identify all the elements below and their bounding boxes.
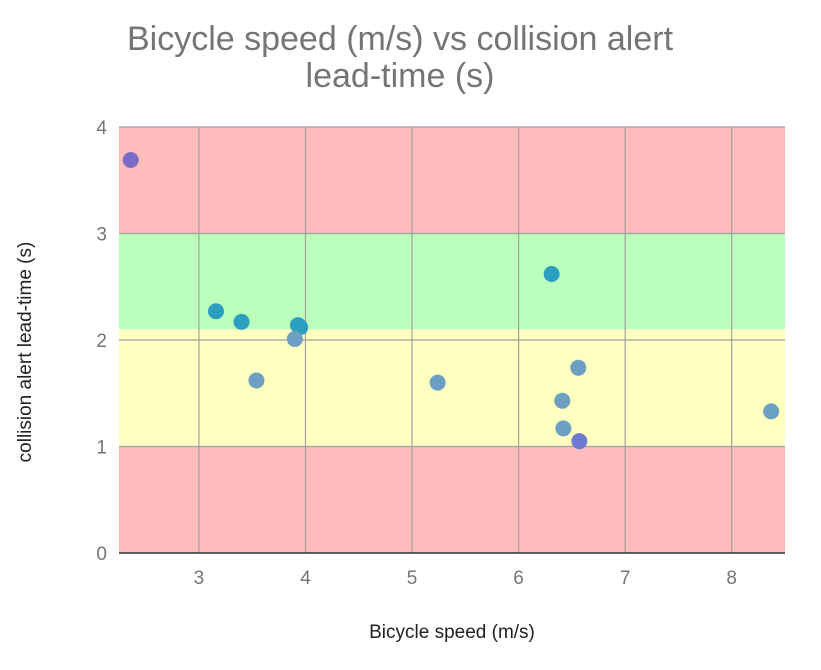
data-point-12 [571, 433, 588, 450]
data-point-7 [429, 374, 446, 391]
y-tick-label-2: 2 [96, 331, 107, 352]
background-bands [119, 127, 785, 553]
x-tick-label-5: 5 [407, 568, 418, 589]
data-point-13 [763, 403, 780, 420]
band-3 [119, 127, 785, 234]
chart-title-line-2: lead-time (s) [306, 57, 495, 95]
data-point-9 [570, 359, 587, 376]
chart-title-line-1: Bicycle speed (m/s) vs collision alert [127, 20, 674, 58]
y-tick-label-3: 3 [96, 225, 107, 246]
y-tick-label-0: 0 [96, 544, 107, 565]
axes: 0 1 2 3 4 3 4 5 6 7 8 [96, 118, 785, 589]
x-tick-label-8: 8 [726, 568, 737, 589]
band-2 [119, 233, 785, 330]
gridlines [119, 126, 785, 553]
data-points [122, 152, 780, 450]
band-1 [119, 329, 785, 447]
x-tick-label-7: 7 [620, 568, 631, 589]
x-axis-label: Bicycle speed (m/s) [369, 622, 535, 643]
data-point-5 [286, 330, 303, 347]
x-tick-label-6: 6 [513, 568, 524, 589]
data-point-11 [555, 420, 572, 437]
x-tick-label-4: 4 [300, 568, 311, 589]
data-point-2 [233, 313, 250, 330]
y-tick-label-4: 4 [96, 118, 107, 139]
data-point-10 [554, 392, 571, 409]
y-axis-label: collision alert lead-time (s) [15, 242, 36, 463]
x-tick-label-3: 3 [194, 568, 205, 589]
data-point-0 [122, 152, 139, 169]
data-point-1 [207, 303, 224, 320]
data-point-8 [543, 265, 560, 282]
band-0 [119, 446, 785, 553]
y-tick-label-1: 1 [96, 438, 107, 459]
data-point-6 [248, 372, 265, 389]
